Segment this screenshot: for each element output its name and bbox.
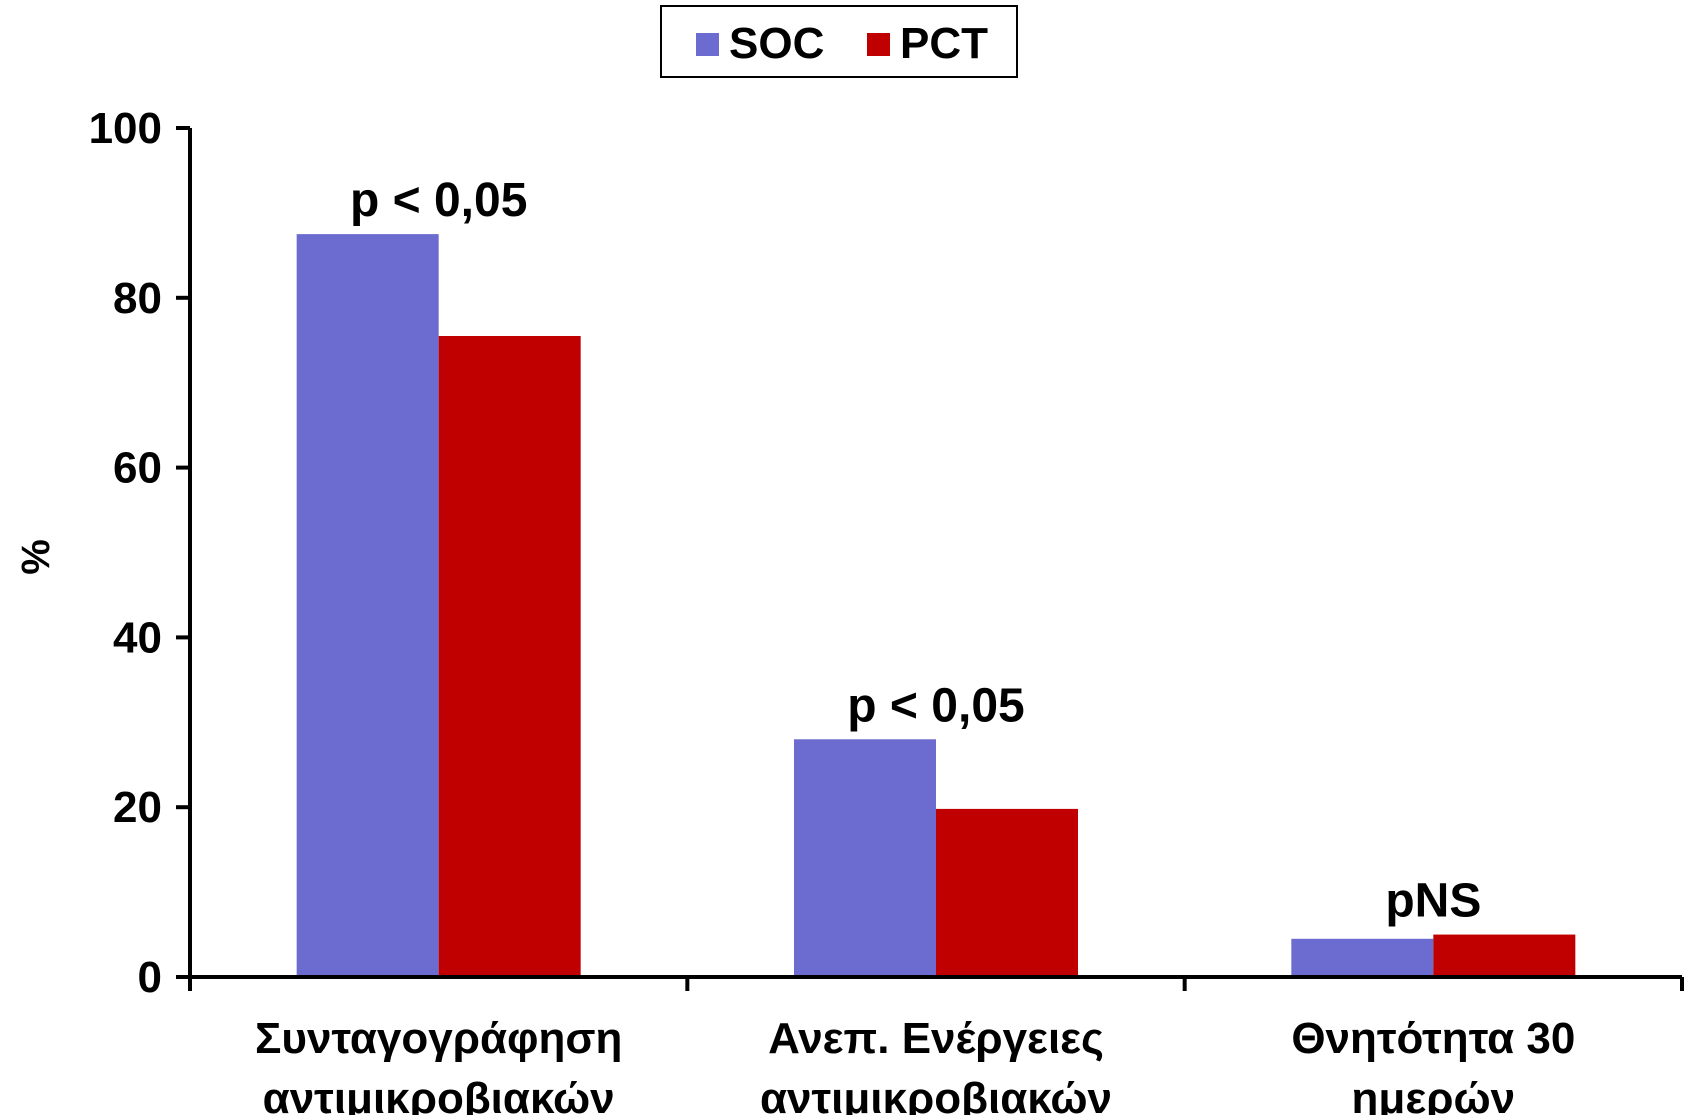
y-tick-label-2: 40 bbox=[113, 613, 162, 662]
legend-label-pct: PCT bbox=[900, 19, 988, 68]
annotation-0: p < 0,05 bbox=[350, 174, 527, 227]
x-tick-label-0-1: αντιμικροβιακών bbox=[263, 1074, 615, 1115]
x-tick-label-1-1: αντιμικροβιακών bbox=[760, 1074, 1112, 1115]
y-tick-label-1: 20 bbox=[113, 783, 162, 832]
bar-pct-1 bbox=[936, 808, 1078, 977]
x-tick-label-1-0: Ανεπ. Ενέργειες bbox=[768, 1014, 1104, 1063]
annotation-1: p < 0,05 bbox=[847, 679, 1024, 732]
bar-soc-2 bbox=[1291, 938, 1434, 977]
y-tick-label-5: 100 bbox=[89, 104, 162, 153]
y-ticks-layer: 0 20 40 60 80 100 bbox=[89, 104, 190, 1002]
legend-swatch-soc bbox=[696, 33, 719, 56]
legend: SOC PCT bbox=[660, 5, 1018, 78]
legend-frame bbox=[660, 5, 1018, 78]
bars-layer bbox=[296, 234, 1576, 977]
bar-soc-1 bbox=[794, 739, 936, 977]
bar-pct-0 bbox=[438, 336, 581, 977]
legend-swatch-pct bbox=[867, 33, 890, 56]
legend-label-soc: SOC bbox=[729, 19, 824, 68]
x-labels-layer: Συνταγογράφηση αντιμικροβιακών Ανεπ. Ενέργ… bbox=[255, 1014, 1575, 1115]
x-tick-label-2-1: ημερών bbox=[1352, 1074, 1516, 1115]
axes-layer bbox=[188, 128, 1684, 991]
annotations-layer: p < 0,05 p < 0,05 pNS bbox=[350, 174, 1481, 927]
y-tick-label-4: 80 bbox=[113, 274, 162, 323]
annotation-2: pNS bbox=[1385, 875, 1481, 928]
bar-pct-2 bbox=[1433, 934, 1576, 977]
x-tick-label-0-0: Συνταγογράφηση bbox=[255, 1014, 622, 1063]
x-tick-label-2-0: Θνητότητα 30 bbox=[1291, 1014, 1575, 1063]
y-tick-label-3: 60 bbox=[113, 444, 162, 493]
y-tick-label-0: 0 bbox=[138, 953, 162, 1002]
y-axis-label: % bbox=[14, 539, 58, 575]
bar-soc-0 bbox=[296, 234, 439, 977]
